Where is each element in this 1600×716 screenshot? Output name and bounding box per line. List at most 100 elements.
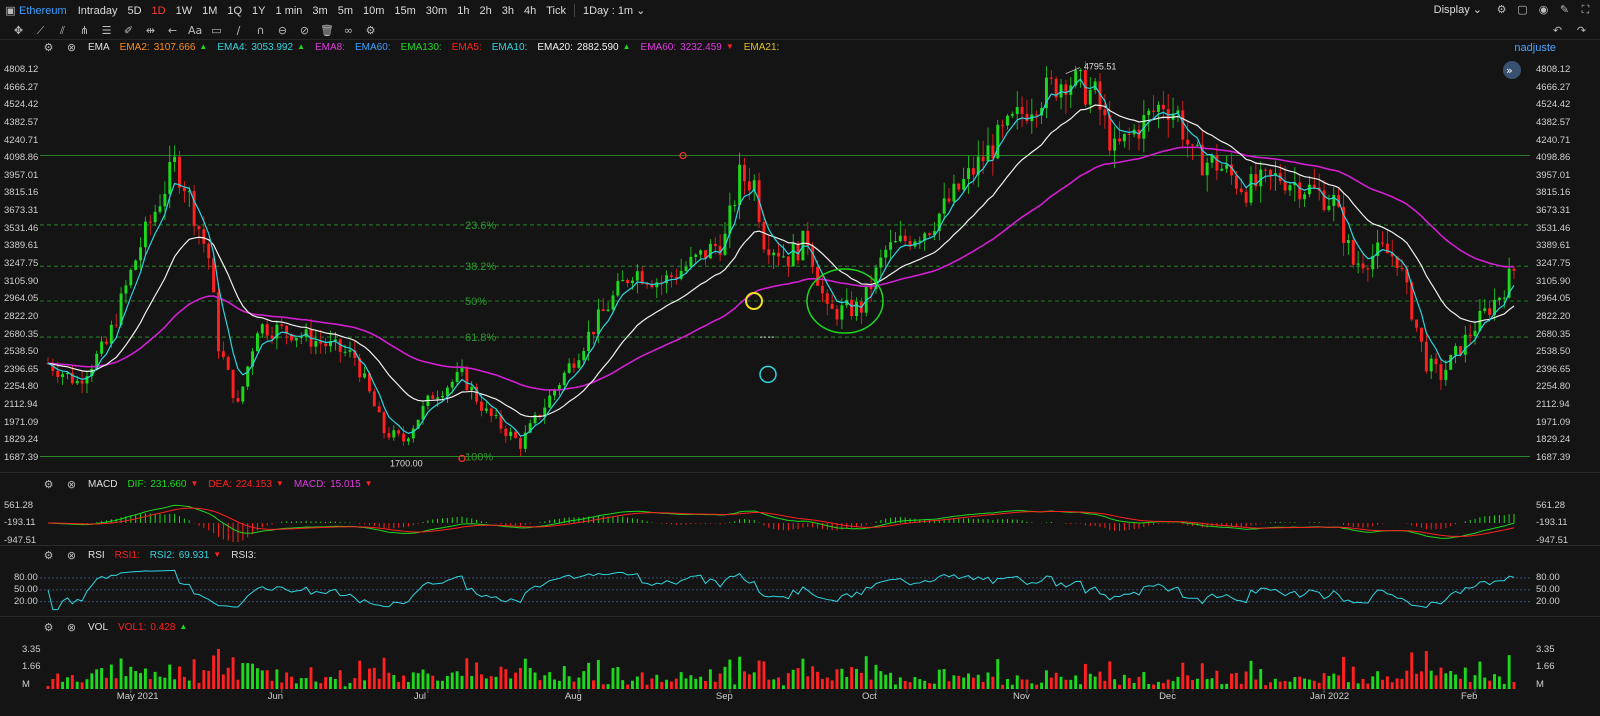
fib-icon[interactable]: ☰ bbox=[101, 23, 112, 37]
volume-bar bbox=[470, 675, 474, 689]
volume-bar bbox=[1239, 683, 1243, 689]
indicator-settings-icon[interactable]: ⚙ bbox=[43, 478, 54, 491]
close-icon[interactable]: ⊗ bbox=[66, 41, 77, 54]
timeframe-1y[interactable]: 1Y bbox=[252, 4, 266, 17]
pen-icon[interactable]: ✎ bbox=[1559, 3, 1570, 16]
timeframe-1q[interactable]: 1Q bbox=[227, 4, 243, 17]
lock-icon[interactable]: ⊖ bbox=[277, 23, 288, 37]
fullscreen-icon[interactable]: ⛶ bbox=[1581, 3, 1590, 16]
rsi-tick-left: 80.00 bbox=[14, 571, 38, 583]
timeframe-5d[interactable]: 5D bbox=[127, 4, 142, 17]
volume-bar bbox=[465, 658, 469, 689]
magnet-icon[interactable]: ∩ bbox=[256, 23, 265, 37]
volume-bar bbox=[1191, 680, 1195, 689]
trash-icon[interactable]: 🗑 bbox=[320, 23, 334, 37]
candle-body bbox=[582, 351, 586, 361]
timeframe-1m[interactable]: 1M bbox=[202, 4, 218, 17]
close-icon[interactable]: ⊗ bbox=[66, 621, 77, 634]
settings-icon[interactable]: ⚙ bbox=[1496, 3, 1507, 16]
candle-body bbox=[699, 250, 703, 255]
timeframe-1-min[interactable]: 1 min bbox=[275, 4, 303, 17]
timeframe-2h[interactable]: 2h bbox=[479, 4, 492, 17]
indicator-name[interactable]: RSI bbox=[88, 550, 105, 561]
sidebar-toggle-icon[interactable]: ▣ bbox=[5, 4, 16, 17]
timeframe-1d[interactable]: 1D bbox=[151, 4, 166, 17]
timeframe-1h[interactable]: 1h bbox=[457, 4, 470, 17]
timeframe-3m[interactable]: 3m bbox=[312, 4, 328, 17]
candle-body bbox=[1410, 282, 1414, 320]
text-icon[interactable]: Aa bbox=[188, 23, 203, 37]
volume-bar bbox=[1186, 675, 1190, 689]
interval-select[interactable]: 1Day : 1m ⌄ bbox=[578, 4, 650, 17]
undo-icon[interactable]: ↶ bbox=[1552, 23, 1563, 37]
volume-bar bbox=[806, 676, 810, 689]
timeframe-10m[interactable]: 10m bbox=[362, 4, 385, 17]
line-tool-icon[interactable]: ∕ bbox=[236, 23, 241, 37]
link-icon[interactable]: ∞ bbox=[343, 23, 354, 37]
volume-bar bbox=[1176, 676, 1180, 689]
indicator-settings-icon[interactable]: ⚙ bbox=[43, 41, 54, 54]
panel-divider[interactable] bbox=[0, 472, 1600, 473]
timeframe-1w[interactable]: 1W bbox=[175, 4, 193, 17]
indicator-name[interactable]: MACD bbox=[88, 479, 118, 490]
timeframe-intraday[interactable]: Intraday bbox=[77, 4, 118, 17]
measure-icon[interactable]: ⇹ bbox=[145, 23, 156, 37]
fib-level-label: 38.2% bbox=[465, 261, 496, 273]
volume-bar bbox=[104, 677, 108, 689]
timeframe-tick[interactable]: Tick bbox=[546, 4, 566, 17]
candle-body bbox=[182, 187, 186, 192]
price-tick-left: 4382.57 bbox=[4, 116, 39, 128]
legend-value: 3107.666 bbox=[153, 42, 196, 53]
candle-body bbox=[947, 198, 951, 202]
channel-icon[interactable]: ⫽ bbox=[60, 23, 65, 37]
hide-icon[interactable]: ⊘ bbox=[299, 23, 310, 37]
candle-body bbox=[869, 286, 873, 290]
candle-body bbox=[1132, 129, 1136, 135]
timeframe-3h[interactable]: 3h bbox=[501, 4, 514, 17]
crosshair-icon[interactable]: ✥ bbox=[13, 23, 24, 37]
indicator-settings-icon[interactable]: ⚙ bbox=[43, 549, 54, 562]
timeframe-30m[interactable]: 30m bbox=[425, 4, 448, 17]
timeframe-5m[interactable]: 5m bbox=[337, 4, 353, 17]
candle-body bbox=[762, 222, 766, 250]
close-icon[interactable]: ⊗ bbox=[66, 549, 77, 562]
brush-icon[interactable]: ✐ bbox=[123, 23, 134, 37]
redo-icon[interactable]: ↷ bbox=[1576, 23, 1587, 37]
arrow-icon[interactable]: ← bbox=[167, 23, 178, 37]
volume-bar bbox=[1040, 682, 1044, 689]
candle-body bbox=[1385, 243, 1389, 254]
panel-divider[interactable] bbox=[0, 616, 1600, 617]
display-button[interactable]: Display ⌄ bbox=[1433, 4, 1482, 16]
indicator-name[interactable]: EMA bbox=[88, 42, 110, 53]
timeframe-4h[interactable]: 4h bbox=[523, 4, 537, 17]
candle-body bbox=[572, 363, 576, 368]
volume-bar bbox=[772, 679, 776, 689]
volume-bar bbox=[1283, 680, 1287, 689]
timeframe-15m[interactable]: 15m bbox=[394, 4, 416, 17]
candle-body bbox=[1259, 169, 1263, 187]
legend-label: EMA20: bbox=[537, 42, 573, 53]
layout-icon[interactable]: ▢ bbox=[1517, 3, 1528, 16]
candle-body bbox=[1346, 240, 1350, 244]
gear-icon[interactable]: ⚙ bbox=[365, 23, 376, 37]
indicator-settings-icon[interactable]: ⚙ bbox=[43, 621, 54, 634]
comment-icon[interactable]: ▭ bbox=[211, 23, 222, 37]
username[interactable]: nadjuste bbox=[1514, 42, 1556, 54]
volume-bar bbox=[134, 671, 138, 689]
panel-divider[interactable] bbox=[0, 545, 1600, 546]
candle-body bbox=[640, 271, 644, 284]
indicator-name[interactable]: VOL bbox=[88, 622, 109, 633]
candle-body bbox=[207, 243, 211, 259]
candle-body bbox=[80, 380, 84, 384]
trendline-icon[interactable]: ⟋ bbox=[36, 23, 45, 37]
close-icon[interactable]: ⊗ bbox=[66, 478, 77, 491]
volume-bar bbox=[436, 680, 440, 689]
candle-body bbox=[1230, 164, 1233, 176]
candle-body bbox=[1142, 115, 1146, 139]
symbol-name[interactable]: Ethereum bbox=[19, 4, 67, 17]
camera-icon[interactable]: ◉ bbox=[1538, 3, 1549, 16]
volume-bar bbox=[182, 676, 186, 689]
volume-bar bbox=[937, 669, 941, 689]
pitchfork-icon[interactable]: ⋔ bbox=[79, 23, 90, 37]
